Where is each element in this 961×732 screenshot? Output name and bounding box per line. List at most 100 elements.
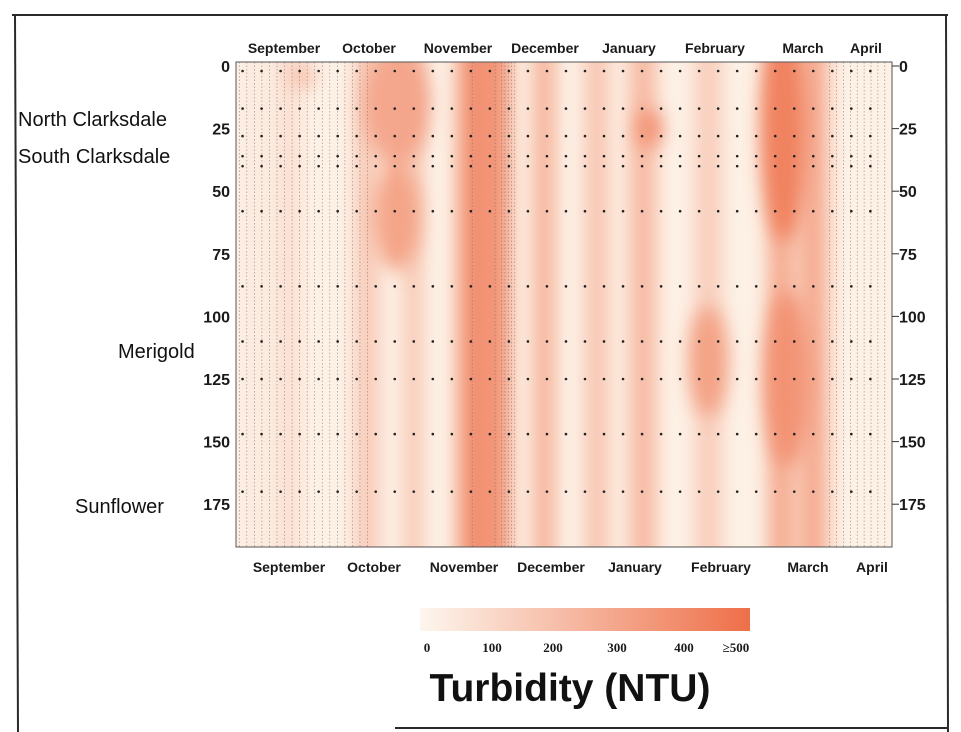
sample-marker: [526, 154, 530, 158]
sample-marker: [355, 377, 359, 381]
sample-marker: [831, 490, 834, 493]
sample-marker: [621, 69, 625, 73]
sample-marker: [564, 490, 568, 493]
sample-marker: [583, 490, 587, 493]
sample-marker: [716, 69, 720, 73]
sample-marker: [488, 107, 492, 110]
sample-marker: [488, 69, 492, 73]
sample-marker: [773, 285, 777, 288]
sample-marker: [583, 154, 587, 158]
sample-marker: [602, 154, 606, 158]
sample-marker: [241, 432, 244, 436]
sample-markers: [241, 69, 872, 493]
sample-marker: [773, 209, 777, 213]
turbidity-band: [536, 62, 553, 547]
sample-marker: [412, 285, 416, 288]
sample-marker: [640, 490, 644, 493]
sample-marker: [336, 69, 339, 73]
sample-marker: [869, 490, 872, 493]
sample-marker: [869, 285, 872, 288]
sample-marker: [773, 164, 777, 168]
colorbar-tick-label: ≥500: [723, 640, 750, 655]
colorbar-tick-label: 300: [607, 640, 627, 655]
sample-marker: [279, 340, 282, 343]
sample-marker: [526, 134, 530, 138]
sample-marker: [260, 285, 263, 288]
sample-marker: [488, 209, 492, 213]
sample-marker: [298, 432, 301, 436]
sample-marker: [811, 154, 815, 158]
sample-marker: [526, 285, 530, 288]
sample-marker: [450, 107, 454, 110]
sample-marker: [374, 285, 378, 288]
sample-marker: [850, 69, 853, 73]
sample-marker: [374, 154, 378, 158]
sample-marker: [583, 134, 587, 138]
sample-marker: [602, 107, 606, 110]
sample-marker: [450, 164, 454, 168]
sample-marker: [317, 209, 320, 213]
sample-marker: [621, 134, 625, 138]
sample-marker: [317, 154, 320, 158]
y-tick-label-right: 75: [899, 247, 917, 264]
sample-marker: [773, 107, 777, 110]
sample-marker: [640, 107, 644, 110]
site-label: Sunflower: [75, 496, 164, 518]
sample-marker: [279, 164, 282, 168]
sample-marker: [279, 432, 282, 436]
sample-marker: [241, 154, 244, 158]
sample-marker: [469, 154, 473, 158]
sample-marker: [431, 107, 435, 110]
sample-marker: [488, 134, 492, 138]
sample-marker: [621, 285, 625, 288]
sample-marker: [716, 154, 720, 158]
sample-marker: [260, 69, 263, 73]
sample-marker: [754, 377, 758, 381]
sample-marker: [811, 134, 815, 138]
sample-marker: [412, 340, 416, 343]
sample-marker: [393, 69, 397, 73]
sample-marker: [431, 285, 435, 288]
sample-marker: [716, 107, 720, 110]
sample-marker: [811, 285, 815, 288]
sample-marker: [260, 134, 263, 138]
sample-marker: [564, 154, 568, 158]
sample-marker: [811, 490, 815, 493]
sample-marker: [754, 134, 758, 138]
sample-marker: [488, 154, 492, 158]
sample-marker: [336, 490, 339, 493]
sample-marker: [545, 209, 549, 213]
sample-marker: [754, 69, 758, 73]
sample-marker: [507, 69, 511, 73]
sample-marker: [374, 209, 378, 213]
sample-marker: [260, 154, 263, 158]
sample-marker: [450, 154, 454, 158]
sample-marker: [716, 340, 720, 343]
sample-marker: [716, 209, 720, 213]
sample-marker: [564, 377, 568, 381]
sample-marker: [640, 134, 644, 138]
sample-marker: [716, 164, 720, 168]
sample-marker: [869, 164, 872, 168]
sample-marker: [507, 340, 511, 343]
month-label-top: April: [850, 40, 882, 56]
sample-marker: [545, 340, 549, 343]
sample-marker: [564, 107, 568, 110]
sample-marker: [659, 432, 663, 436]
sample-marker: [850, 340, 853, 343]
sample-marker: [412, 134, 416, 138]
sample-marker: [869, 209, 872, 213]
sample-marker: [488, 377, 492, 381]
sample-marker: [697, 107, 701, 110]
sample-marker: [659, 285, 663, 288]
colorbar-tick-label: 0: [424, 640, 431, 655]
sample-marker: [621, 340, 625, 343]
sample-marker: [260, 340, 263, 343]
y-tick-label-left: 50: [212, 184, 230, 201]
sample-marker: [545, 154, 549, 158]
colorbar: [420, 608, 750, 631]
distance-axis-right: 0 25 50 75 100 125 150 175: [892, 59, 926, 514]
sample-marker: [811, 69, 815, 73]
sample-marker: [697, 69, 701, 73]
sample-marker: [469, 107, 473, 110]
